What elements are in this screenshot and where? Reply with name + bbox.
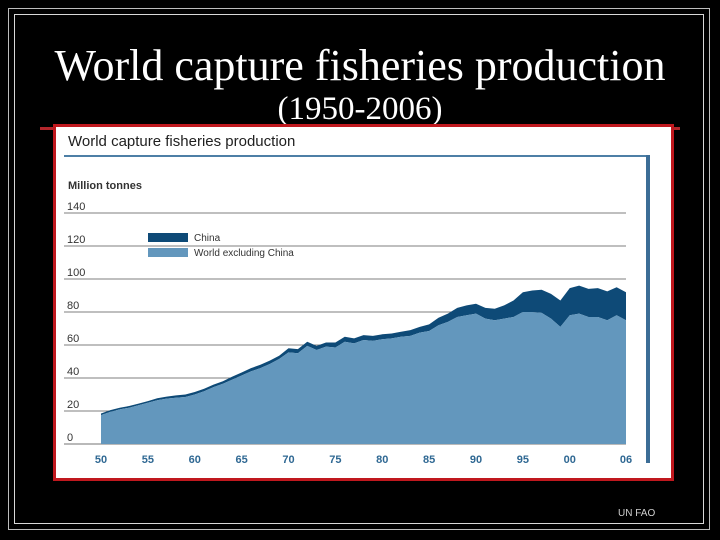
series-area-china — [101, 285, 626, 416]
y-tick-label: 100 — [67, 267, 85, 279]
y-tick-label: 20 — [67, 399, 79, 411]
x-tick-label: 06 — [620, 454, 632, 466]
x-tick-label: 95 — [517, 454, 529, 466]
chart-right-rule — [646, 155, 650, 463]
series-area-world-excluding-china — [101, 312, 626, 444]
x-tick-label: 80 — [376, 454, 388, 466]
y-tick-label: 120 — [67, 234, 85, 246]
chart-title: World capture fisheries production — [68, 133, 296, 150]
y-tick-label: 60 — [67, 333, 79, 345]
y-tick-label: 140 — [67, 201, 85, 213]
x-tick-label: 65 — [236, 454, 248, 466]
slide-outer-border — [8, 8, 710, 530]
x-tick-label: 85 — [423, 454, 435, 466]
slide-title: World capture fisheries production — [54, 41, 666, 90]
y-tick-label: 40 — [67, 366, 79, 378]
x-tick-label: 00 — [564, 454, 576, 466]
x-tick-label: 75 — [329, 454, 341, 466]
y-tick-label: 80 — [67, 300, 79, 312]
legend-swatch — [148, 248, 188, 257]
x-tick-label: 90 — [470, 454, 482, 466]
x-tick-label: 55 — [142, 454, 154, 466]
y-tick-label: 0 — [67, 432, 73, 444]
chart-title-rule — [64, 155, 648, 157]
legend-label: China — [194, 233, 221, 244]
legend-swatch — [148, 233, 188, 242]
x-tick-label: 50 — [95, 454, 107, 466]
x-tick-label: 60 — [189, 454, 201, 466]
slide-inner-border — [14, 14, 704, 524]
legend-label: World excluding China — [194, 248, 294, 259]
slide-subtitle: (1950-2006) — [277, 91, 443, 127]
y-axis-label: Million tonnes — [68, 180, 142, 192]
x-tick-label: 70 — [282, 454, 294, 466]
source-credit: UN FAO — [618, 508, 656, 519]
